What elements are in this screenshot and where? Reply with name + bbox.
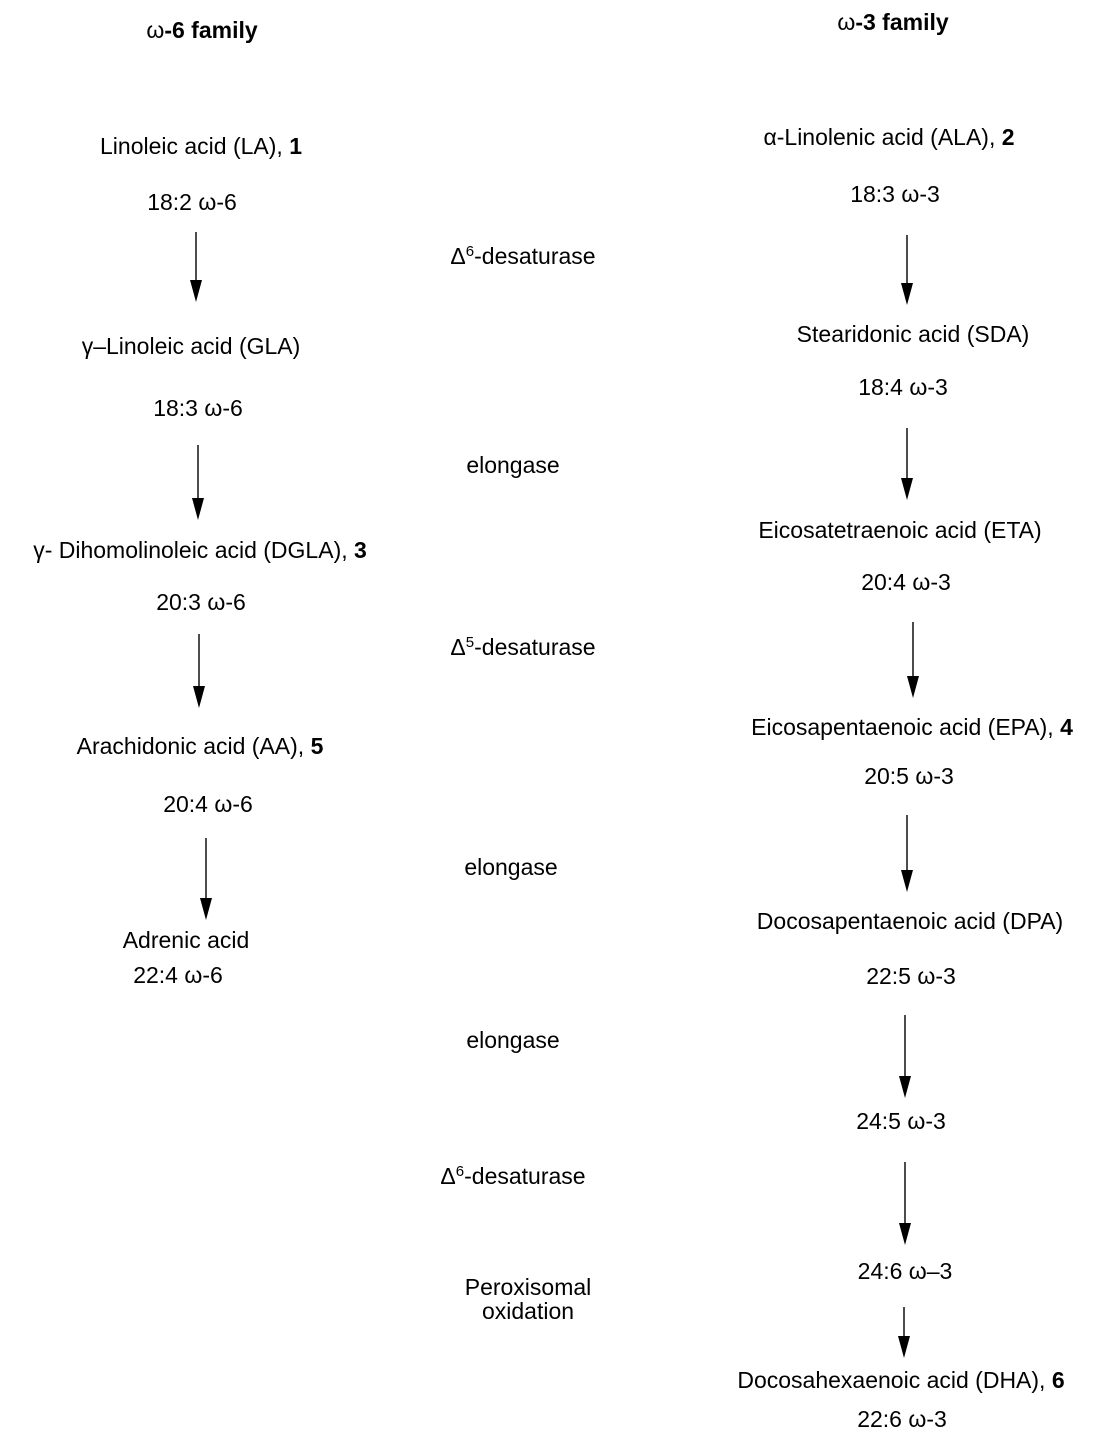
omega3-step-8-name: Docosahexaenoic acid (DHA), 6 (737, 1367, 1065, 1393)
omega6-step-1-name: Linoleic acid (LA), 1 (100, 133, 302, 159)
omega6-step-4-name: Arachidonic acid (AA), 5 (76, 733, 324, 759)
omega3-step-4-name: Eicosapentaenoic acid (EPA), 4 (751, 714, 1073, 740)
omega6-step-5-formula: 22:4 ω-6 (133, 962, 223, 988)
omega3-step-5-formula: 22:5 ω-3 (866, 963, 956, 989)
enzyme-delta5-desaturase: Δ5-desaturase (450, 634, 596, 660)
enzyme-delta6-desaturase-2: Δ6-desaturase (440, 1163, 586, 1189)
omega3-arrow-3 (907, 622, 919, 698)
omega6-step-3-formula: 20:3 ω-6 (156, 589, 246, 615)
omega3-arrow-6 (899, 1162, 911, 1245)
enzyme-elongase-1: elongase (466, 452, 560, 478)
omega3-arrow-1 (901, 235, 913, 305)
omega3-arrow-7 (898, 1307, 910, 1358)
omega3-step-7-formula: 24:6 ω–3 (857, 1258, 953, 1284)
omega3-family-header: ω-3 family (837, 9, 949, 35)
omega3-step-1-name: α-Linolenic acid (ALA), 2 (763, 124, 1015, 150)
omega6-arrow-3 (193, 634, 205, 708)
omega6-step-2-name: γ–Linoleic acid (GLA) (81, 333, 301, 359)
omega3-arrow-2 (901, 428, 913, 500)
enzyme-elongase-3: elongase (466, 1027, 560, 1053)
omega3-step-2-formula: 18:4 ω-3 (858, 374, 948, 400)
enzyme-peroxisomal-oxidation: Peroxisomal oxidation (464, 1274, 592, 1324)
omega6-step-4-formula: 20:4 ω-6 (163, 791, 253, 817)
omega6-step-3-name: γ- Dihomolinoleic acid (DGLA), 3 (33, 537, 367, 563)
omega3-step-1-formula: 18:3 ω-3 (850, 181, 940, 207)
omega3-step-3-name: Eicosatetraenoic acid (ETA) (758, 517, 1042, 543)
omega3-arrow-5 (899, 1015, 911, 1098)
omega3-step-5-name: Docosapentaenoic acid (DPA) (756, 908, 1064, 934)
omega6-step-2-formula: 18:3 ω-6 (153, 395, 243, 421)
omega3-step-2-name: Stearidonic acid (SDA) (796, 321, 1030, 347)
enzyme-elongase-2: elongase (464, 854, 558, 880)
omega6-arrow-2 (192, 445, 204, 520)
omega6-step-5-name: Adrenic acid (122, 927, 250, 953)
omega3-step-3-formula: 20:4 ω-3 (861, 569, 951, 595)
omega6-arrow-4 (200, 838, 212, 920)
omega3-step-6-formula: 24:5 ω-3 (856, 1108, 946, 1134)
omega3-step-4-formula: 20:5 ω-3 (864, 763, 954, 789)
omega6-family-header: ω-6 family (146, 17, 258, 43)
enzyme-delta6-desaturase-1: Δ6-desaturase (450, 243, 596, 269)
omega3-arrow-4 (901, 815, 913, 892)
omega3-step-8-formula: 22:6 ω-3 (857, 1406, 947, 1432)
omega6-step-1-formula: 18:2 ω-6 (147, 189, 237, 215)
omega6-arrow-1 (190, 232, 202, 302)
